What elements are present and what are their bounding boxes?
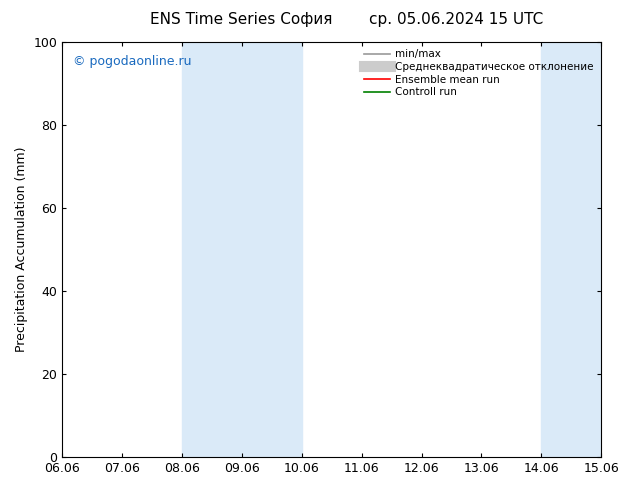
Text: ср. 05.06.2024 15 UTC: ср. 05.06.2024 15 UTC (370, 12, 543, 27)
Bar (541, 42, 634, 457)
Bar (182, 42, 302, 457)
Legend: min/max, Среднеквадратическое отклонение, Ensemble mean run, Controll run: min/max, Среднеквадратическое отклонение… (362, 47, 596, 99)
Y-axis label: Precipitation Accumulation (mm): Precipitation Accumulation (mm) (15, 147, 28, 352)
Text: © pogodaonline.ru: © pogodaonline.ru (73, 54, 191, 68)
Text: ENS Time Series София: ENS Time Series София (150, 12, 332, 27)
